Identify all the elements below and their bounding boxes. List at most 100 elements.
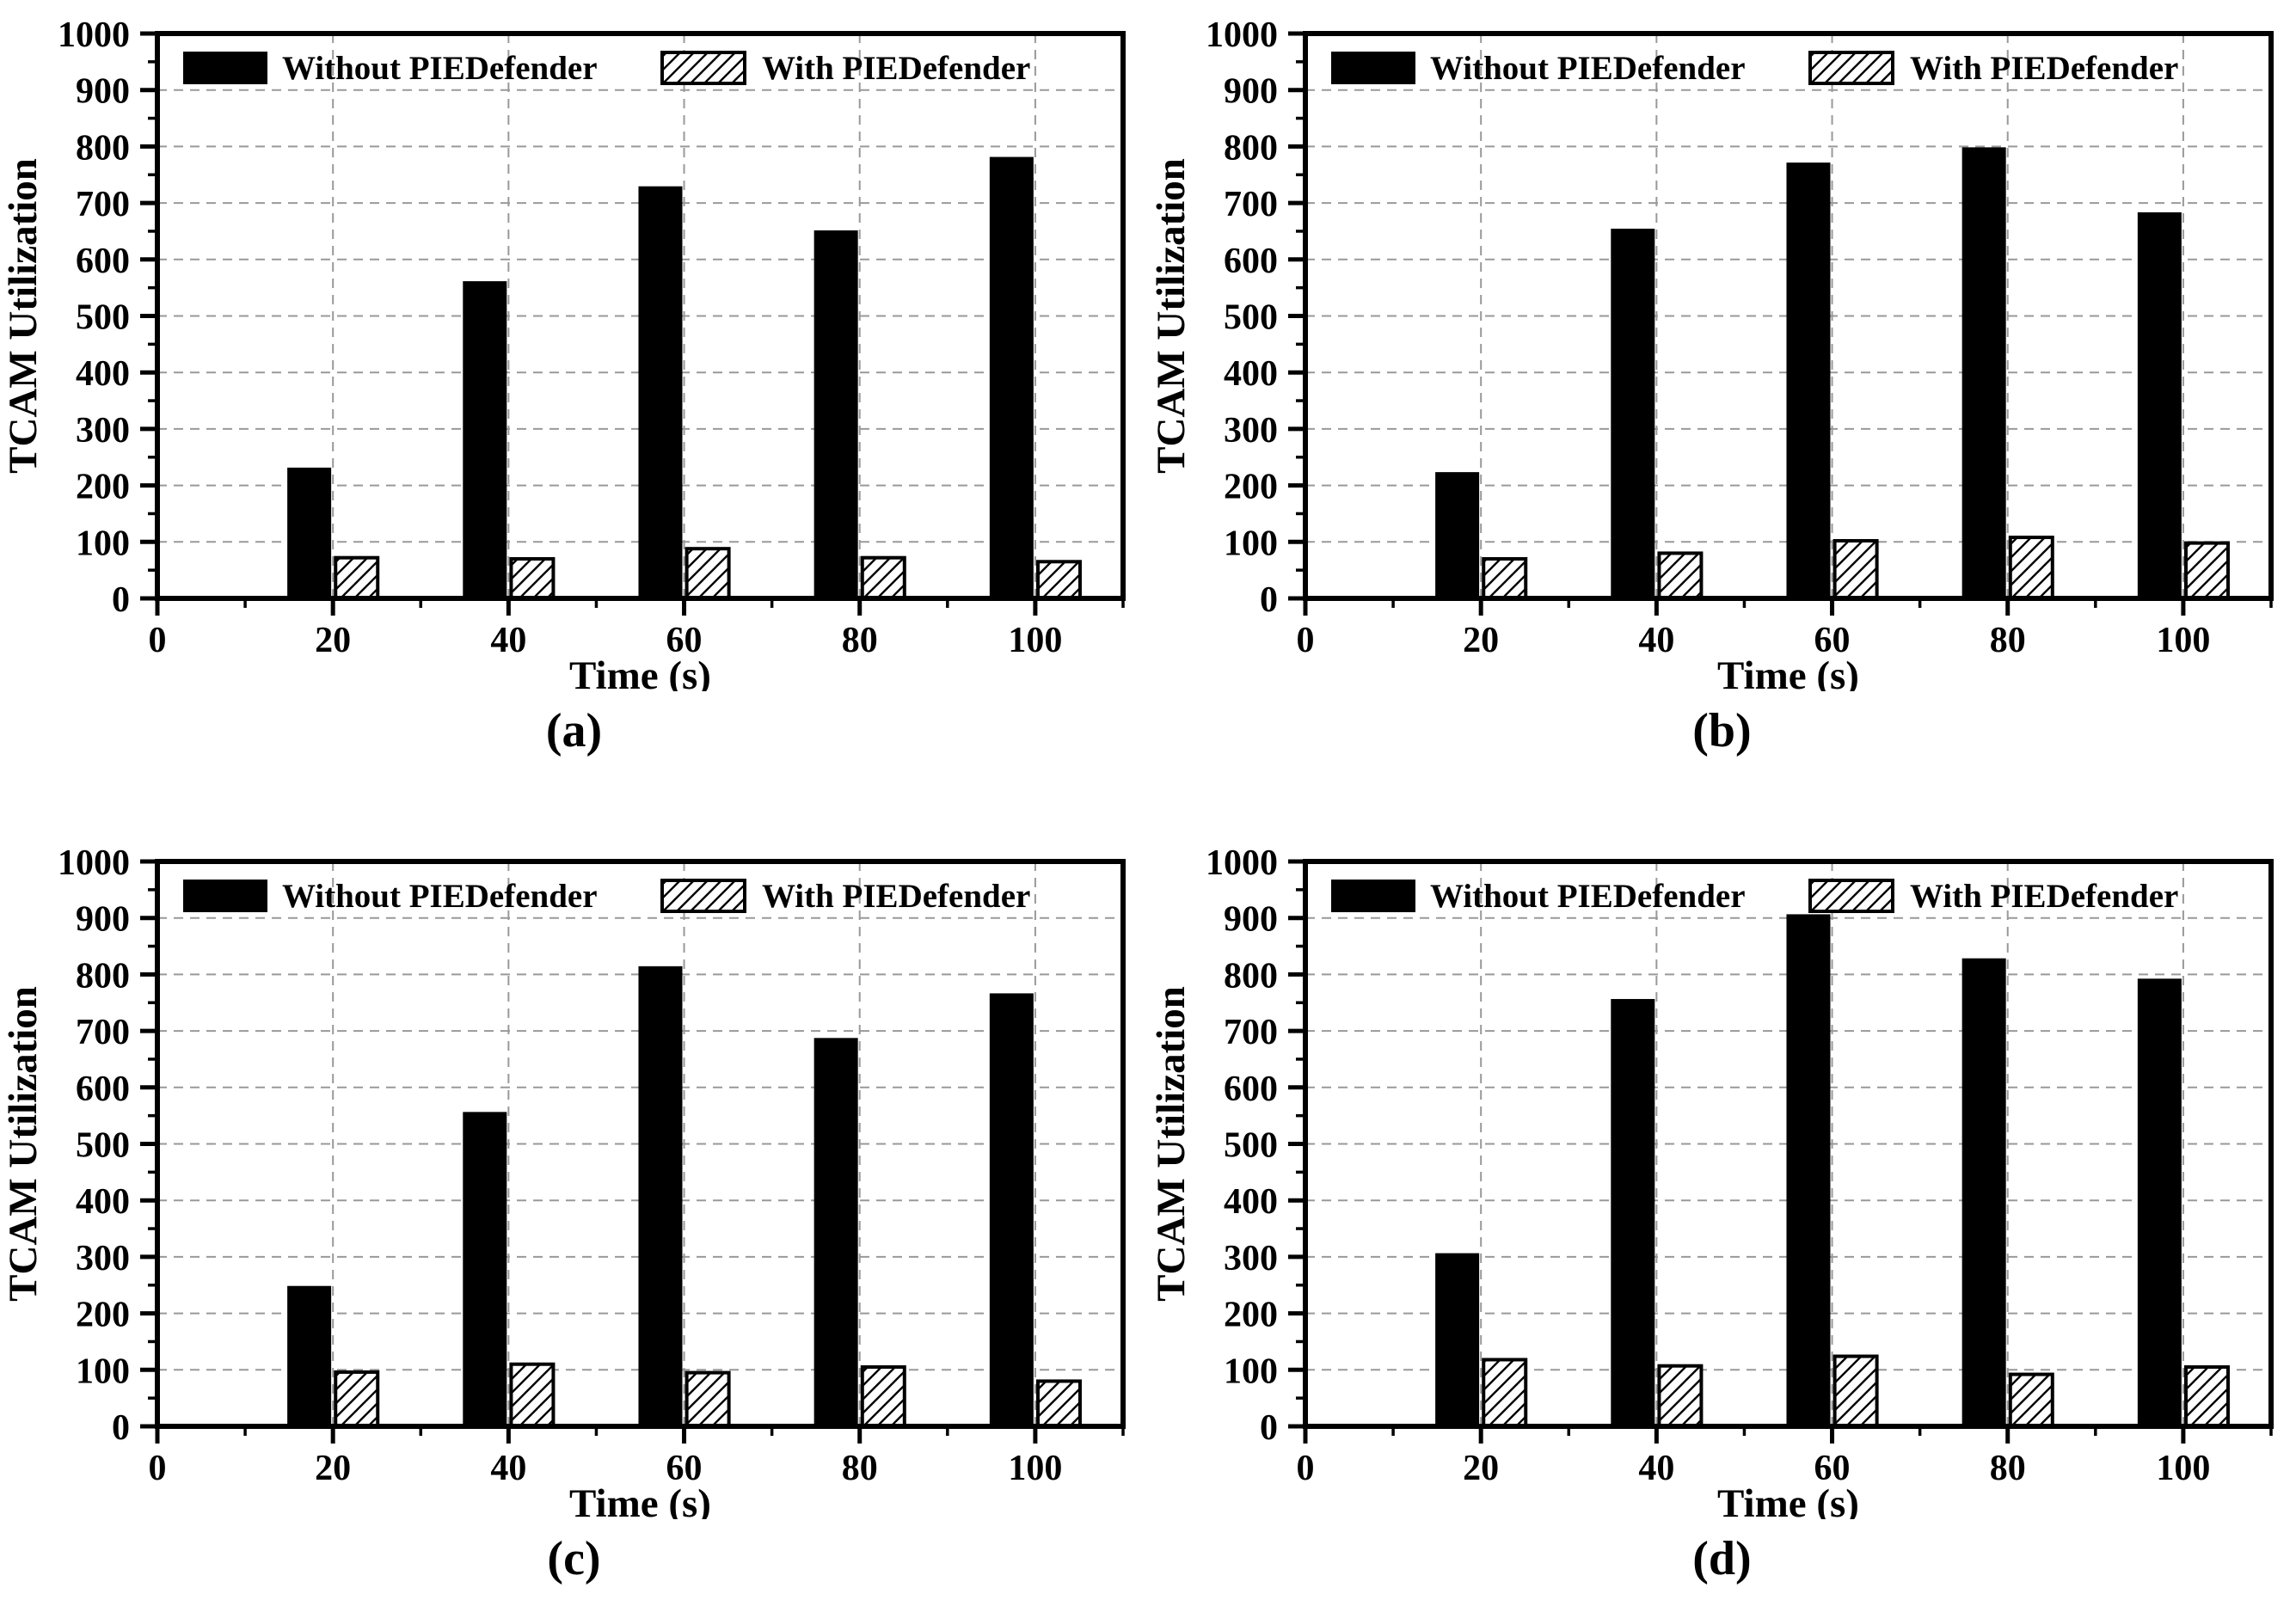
legend-swatch-without-piedefender — [183, 880, 267, 912]
bar-with-piedefender-t100 — [1035, 560, 1082, 600]
bar-with-piedefender-t40 — [509, 557, 556, 601]
bar-with-piedefender-t20 — [1482, 1358, 1528, 1428]
bar-without-piedefender-t100 — [2137, 978, 2182, 1428]
x-tick-label: 0 — [149, 1449, 167, 1488]
panel-b: 0 100 200 300 400 500 600 700 800 900 1000 0 20 40 60 8… — [1148, 3, 2296, 764]
bar-chart-c: 0 100 200 300 400 500 600 700 800 900 1000 0 20 40 60 8… — [1, 843, 1126, 1519]
x-tick-label: 80 — [842, 1449, 878, 1488]
x-tick-label: 40 — [490, 1449, 526, 1488]
x-tick-label: 0 — [1297, 621, 1315, 660]
x-tick-label: 80 — [1990, 621, 2026, 660]
panel-caption-a: (a) — [545, 704, 603, 757]
bar-with-piedefender-t100 — [2183, 541, 2230, 601]
legend-label-with-piedefender: With PIEDefender — [1910, 50, 2178, 87]
x-tick-label: 20 — [1463, 621, 1499, 660]
y-tick-label: 400 — [1224, 354, 1278, 394]
legend-swatch-with-piedefender — [1808, 51, 1894, 85]
y-tick-label: 1000 — [1206, 15, 1278, 55]
legend-label-with-piedefender: With PIEDefender — [762, 878, 1030, 915]
bar-with-piedefender-t20 — [334, 555, 380, 600]
x-tick-label: 80 — [842, 621, 878, 660]
tick-labels: 0 100 200 300 400 500 600 700 800 900 1000 0 20 40 60 8… — [1206, 843, 2210, 1488]
y-tick-label: 600 — [1224, 242, 1278, 281]
y-tick-label: 100 — [76, 1352, 130, 1391]
x-tick-label: 60 — [666, 1449, 703, 1488]
bar-with-piedefender-t40 — [1657, 1364, 1704, 1428]
y-tick-label: 600 — [76, 1070, 130, 1109]
bar-without-piedefender-t40 — [463, 281, 507, 599]
y-tick-label: 400 — [1224, 1182, 1278, 1222]
x-tick-label: 60 — [666, 621, 703, 660]
bar-without-piedefender-t60 — [638, 966, 683, 1427]
x-tick-label: 60 — [1814, 1449, 1851, 1488]
bar-with-piedefender-t100 — [1035, 1379, 1082, 1429]
bar-with-piedefender-t80 — [2008, 536, 2054, 601]
bar-chart-b: 0 100 200 300 400 500 600 700 800 900 1000 0 20 40 60 8… — [1149, 15, 2274, 691]
x-tick-label: 100 — [1008, 621, 1062, 660]
axis-ticks — [1288, 859, 2273, 1444]
bar-chart-a: 0 100 200 300 400 500 600 700 800 900 1000 0 20 40 60 8… — [1, 15, 1126, 691]
tick-labels: 0 100 200 300 400 500 600 700 800 900 1000 0 20 40 60 8… — [58, 843, 1062, 1488]
panel-caption-b: (b) — [1692, 704, 1752, 757]
bar-with-piedefender-t80 — [2008, 1372, 2054, 1429]
y-tick-label: 400 — [76, 354, 130, 394]
y-tick-label: 500 — [1224, 1126, 1278, 1166]
bar-without-piedefender-t100 — [2137, 211, 2182, 599]
x-tick-label: 20 — [1463, 1449, 1499, 1488]
panel-a: 0 100 200 300 400 500 600 700 800 900 1000 0 20 40 60 8… — [0, 3, 1148, 764]
legend-label-without-piedefender: Without PIEDefender — [282, 50, 598, 87]
y-tick-label: 600 — [76, 242, 130, 281]
y-tick-label: 200 — [1224, 1296, 1278, 1335]
y-axis-title: TCAM Utilization — [1149, 986, 1194, 1302]
bar-with-piedefender-t60 — [1833, 1354, 1879, 1428]
y-tick-label: 300 — [76, 1239, 130, 1278]
y-tick-label: 700 — [1224, 185, 1278, 224]
bar-with-piedefender-t80 — [860, 1365, 906, 1429]
x-tick-label: 20 — [315, 1449, 351, 1488]
y-tick-label: 200 — [76, 468, 130, 507]
bar-with-piedefender-t40 — [1657, 551, 1704, 601]
bar-without-piedefender-t20 — [287, 467, 332, 600]
y-tick-label: 200 — [76, 1296, 130, 1335]
y-tick-label: 800 — [1224, 956, 1278, 996]
x-tick-label: 100 — [2156, 1449, 2210, 1488]
legend: Without PIEDefender With PIEDefender — [1331, 878, 2178, 915]
bar-with-piedefender-t20 — [334, 1370, 380, 1428]
x-tick-label: 100 — [2156, 621, 2210, 660]
legend-label-with-piedefender: With PIEDefender — [1910, 878, 2178, 915]
y-tick-label: 0 — [1260, 580, 1278, 620]
tick-labels: 0 100 200 300 400 500 600 700 800 900 1000 0 20 40 60 8… — [1206, 15, 2210, 660]
y-axis-title: TCAM Utilization — [1, 158, 46, 474]
y-tick-label: 800 — [1224, 128, 1278, 168]
legend-swatch-without-piedefender — [1331, 880, 1415, 912]
x-tick-label: 100 — [1008, 1449, 1062, 1488]
y-tick-label: 900 — [1224, 900, 1278, 940]
y-tick-label: 400 — [76, 1182, 130, 1222]
y-tick-label: 100 — [1224, 524, 1278, 563]
legend: Without PIEDefender With PIEDefender — [1331, 50, 2178, 87]
y-tick-label: 100 — [76, 524, 130, 563]
y-tick-label: 700 — [76, 185, 130, 224]
bar-with-piedefender-t100 — [2183, 1365, 2230, 1429]
y-tick-label: 0 — [112, 1408, 130, 1448]
bar-without-piedefender-t40 — [463, 1112, 507, 1427]
y-tick-label: 800 — [76, 128, 130, 168]
axis-ticks — [140, 859, 1125, 1444]
x-axis-title: Time (s) — [569, 653, 711, 691]
legend-swatch-with-piedefender — [1808, 879, 1894, 913]
bar-without-piedefender-t20 — [287, 1285, 332, 1428]
x-tick-label: 40 — [1638, 1449, 1674, 1488]
y-tick-label: 0 — [1260, 1408, 1278, 1448]
y-tick-label: 100 — [1224, 1352, 1278, 1391]
bar-with-piedefender-t40 — [509, 1362, 556, 1428]
y-tick-label: 300 — [1224, 1239, 1278, 1278]
x-tick-label: 60 — [1814, 621, 1851, 660]
bars-group — [287, 966, 1082, 1429]
bar-without-piedefender-t80 — [813, 1038, 858, 1427]
legend-swatch-without-piedefender — [183, 52, 267, 84]
y-tick-label: 500 — [76, 298, 130, 338]
bar-without-piedefender-t80 — [1961, 958, 2006, 1427]
bar-with-piedefender-t60 — [685, 547, 731, 601]
y-tick-label: 600 — [1224, 1070, 1278, 1109]
